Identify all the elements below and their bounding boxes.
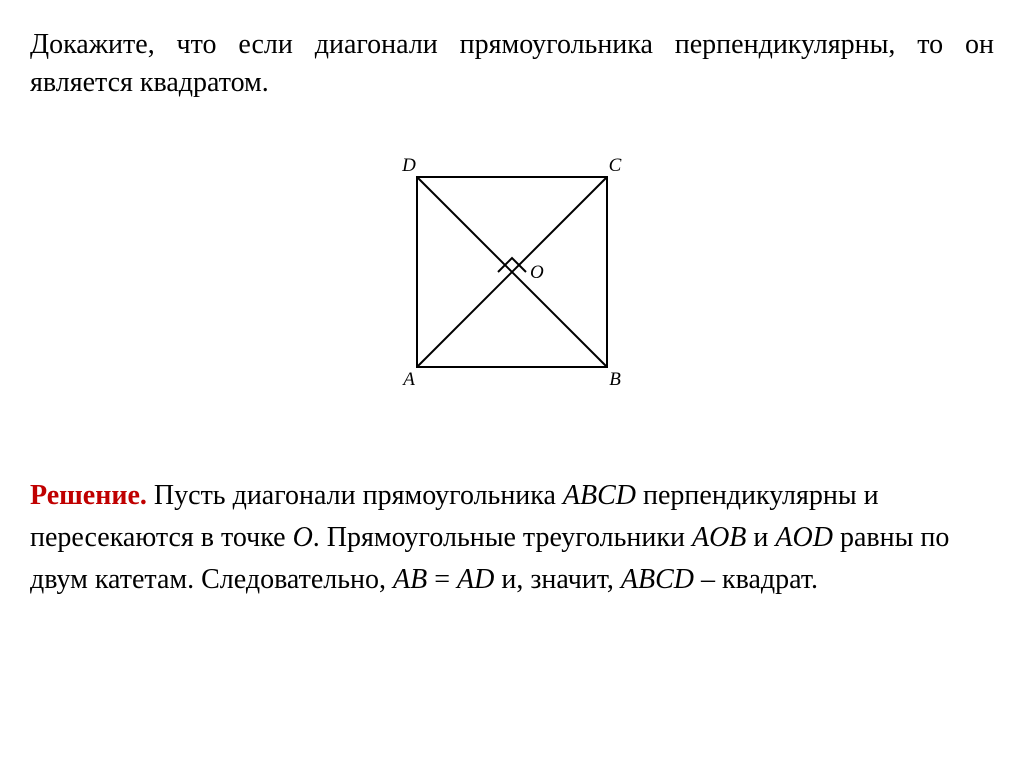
figure-container: D C A B O [30, 147, 994, 405]
var-ad: AD [457, 564, 494, 595]
solution-text-6: = [427, 564, 457, 595]
svg-text:A: A [401, 369, 415, 390]
solution-text-8: – квадрат. [694, 564, 818, 595]
var-abcd-1: ABCD [563, 480, 636, 511]
svg-text:D: D [401, 155, 416, 176]
solution-text-4: и [746, 522, 775, 553]
var-aod: AOD [775, 522, 833, 553]
solution-block: Решение. Пусть диагонали прямоугольника … [30, 475, 994, 601]
solution-text-7: и, значит, [494, 564, 621, 595]
svg-text:O: O [530, 262, 544, 283]
var-o: O [293, 522, 313, 553]
square-diagram: D C A B O [372, 147, 652, 405]
var-abcd-2: ABCD [621, 564, 694, 595]
svg-text:C: C [609, 155, 622, 176]
problem-statement: Докажите, что если диагонали прямоугольн… [30, 26, 994, 102]
var-aob: AOB [692, 522, 746, 553]
solution-label: Решение. [30, 480, 147, 511]
svg-text:B: B [609, 369, 621, 390]
solution-text-3: . Прямоугольные треугольники [313, 522, 692, 553]
slide: Докажите, что если диагонали прямоугольн… [0, 0, 1024, 631]
var-ab: AB [393, 564, 427, 595]
solution-text-1: Пусть диагонали прямоугольника [147, 480, 563, 511]
